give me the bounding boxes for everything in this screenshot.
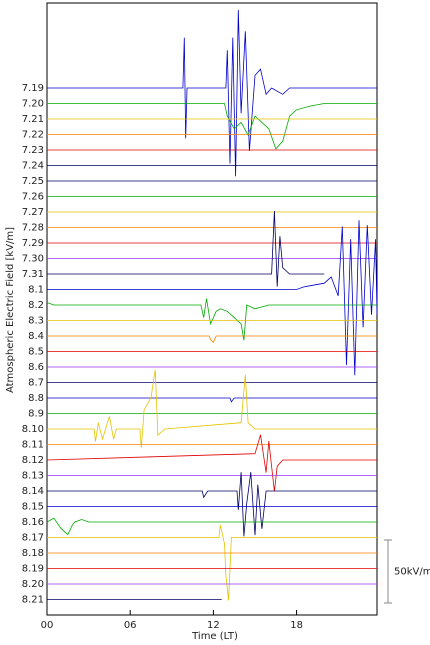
row-label: 8.3 [28, 316, 44, 327]
x-tick-label: 06 [124, 620, 137, 631]
row-label: 8.12 [22, 455, 44, 466]
x-axis-label: Time (LT) [191, 631, 238, 642]
row-label: 8.1 [28, 285, 44, 296]
row-label: 8.17 [22, 533, 44, 544]
row-label: 7.22 [22, 130, 44, 141]
row-label: 8.2 [28, 300, 44, 311]
row-label: 7.19 [22, 83, 44, 94]
trace [47, 369, 377, 448]
x-tick-label: 18 [290, 620, 303, 631]
trace [46, 517, 377, 536]
y-axis-label: Atmospheric Electric Field [kV/m] [5, 227, 16, 393]
row-label: 7.27 [22, 207, 44, 218]
row-label: 8.7 [28, 378, 44, 389]
row-label: 8.10 [22, 424, 44, 435]
row-label: 8.11 [22, 440, 44, 451]
row-label: 7.28 [22, 223, 44, 234]
row-label: 8.8 [28, 393, 44, 404]
trace [47, 472, 377, 537]
trace [47, 397, 377, 403]
plot-frame [46, 2, 378, 616]
row-label: 8.9 [28, 409, 44, 420]
row-label: 7.30 [22, 254, 44, 265]
trace [47, 210, 325, 287]
row-label: 7.24 [22, 161, 44, 172]
row-label: 8.14 [22, 486, 44, 497]
trace [47, 220, 378, 376]
trace [47, 103, 377, 150]
row-label: 8.18 [22, 548, 44, 559]
row-label: 8.13 [22, 471, 44, 482]
row-label: 8.19 [22, 564, 44, 575]
row-label: 7.26 [22, 192, 44, 203]
row-label: 7.21 [22, 114, 44, 125]
row-label: 8.16 [22, 517, 44, 528]
scale-bar-label: 50kV/m [394, 567, 430, 578]
x-tick-label: 00 [41, 620, 54, 631]
trace [47, 524, 377, 601]
trace [47, 335, 377, 343]
row-label: 7.20 [22, 99, 44, 110]
trace [46, 298, 377, 341]
row-label: 7.29 [22, 238, 44, 249]
row-label: 8.15 [22, 502, 44, 513]
row-label: 8.4 [28, 331, 44, 342]
row-label: 8.21 [22, 595, 44, 606]
row-label: 8.5 [28, 347, 44, 358]
row-label: 8.20 [22, 579, 44, 590]
x-tick-label: 12 [207, 620, 220, 631]
trace [47, 9, 377, 177]
row-label: 8.6 [28, 362, 44, 373]
row-label: 7.25 [22, 176, 44, 187]
row-label: 7.23 [22, 145, 44, 156]
row-label: 7.31 [22, 269, 44, 280]
trace [46, 434, 377, 492]
